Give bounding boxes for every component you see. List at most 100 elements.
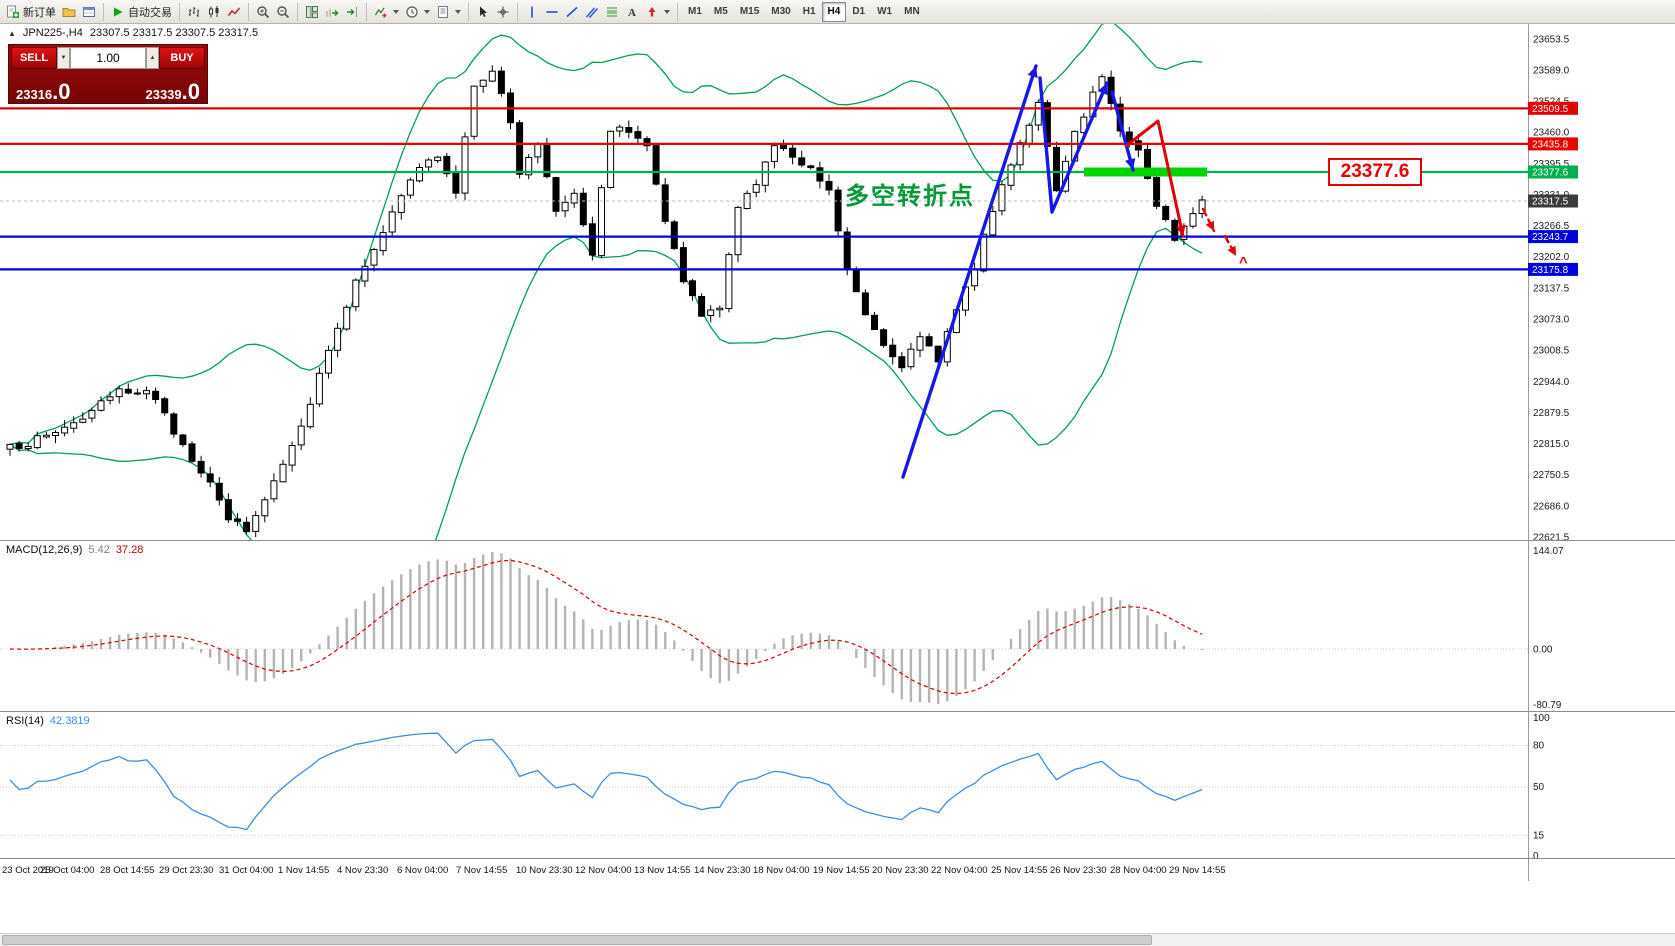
timeframe-m1-button[interactable]: M1	[682, 2, 708, 22]
timeframe-w1-button-label: W1	[877, 6, 893, 17]
timeframe-h1-button[interactable]: H1	[797, 2, 822, 22]
time-axis-label: 25 Nov 14:55	[991, 865, 1048, 876]
cursor-icon	[476, 5, 490, 19]
svg-text:144.07: 144.07	[1533, 546, 1564, 557]
svg-text:A: A	[628, 7, 636, 19]
svg-text:23460.0: 23460.0	[1533, 128, 1570, 139]
time-axis-label: 18 Nov 04:00	[753, 865, 810, 876]
red-arrow-2[interactable]	[1201, 207, 1216, 233]
cand​lestick-chart-button[interactable]	[204, 2, 224, 22]
time-axis-label: 28 Oct 14:55	[100, 865, 155, 876]
blue-trend-arrow-2[interactable]	[1038, 76, 1109, 214]
indicators-button[interactable]	[371, 2, 402, 22]
time-axis-label: 31 Oct 04:00	[219, 865, 274, 876]
vertical-line-icon	[525, 5, 539, 19]
svg-text:22815.0: 22815.0	[1533, 439, 1570, 450]
data-window-icon	[82, 5, 96, 19]
bar-chart-button[interactable]	[184, 2, 204, 22]
macd-indicator-pane[interactable]: 144.07 0.00 -80.79	[0, 540, 1675, 711]
buy-button[interactable]: BUY	[159, 47, 205, 69]
buy-price-fraction: .0	[181, 79, 200, 104]
time-axis-label: 1 Nov 14:55	[278, 865, 330, 876]
horizontal-line-button[interactable]	[542, 2, 562, 22]
macd-signal-line	[9, 559, 1203, 695]
chart-shift-button[interactable]	[342, 2, 362, 22]
tile-windows-button[interactable]	[302, 2, 322, 22]
volume-decrease-button[interactable]: ▼	[57, 47, 70, 69]
svg-text:-80.79: -80.79	[1533, 700, 1562, 711]
timeframe-m30-button-label: M30	[771, 6, 791, 17]
channel-button[interactable]	[582, 2, 602, 22]
line-chart-button[interactable]	[224, 2, 244, 22]
svg-text:100: 100	[1533, 713, 1550, 724]
macd-pane-label: MACD(12,26,9) 5.42 37.28	[6, 544, 143, 556]
timeframe-mn-button[interactable]: MN	[898, 2, 926, 22]
vertical-line-button[interactable]	[522, 2, 542, 22]
triangle-up-icon: ▲	[149, 55, 156, 61]
timeframe-d1-button[interactable]: D1	[846, 2, 871, 22]
autotrading-button[interactable]: 自动交易	[108, 2, 175, 22]
crosshair-button[interactable]	[493, 2, 513, 22]
price-callout-box[interactable]: 23377.6	[1328, 158, 1422, 186]
time-axis[interactable]: 23 Oct 2019 25 Oct 04:00 28 Oct 14:55 29 Oc…	[0, 858, 1675, 881]
buy-price-main: 23339	[145, 87, 182, 102]
arrows-button[interactable]	[642, 2, 673, 22]
red-arrow-3[interactable]	[1223, 234, 1238, 258]
timeframe-m30-button[interactable]: M30	[765, 2, 796, 22]
timeframe-d1-button-label: D1	[852, 6, 866, 17]
scrollbar-thumb[interactable]	[2, 935, 1152, 945]
text-label-button[interactable]: A	[622, 2, 642, 22]
periods-button[interactable]	[402, 2, 433, 22]
crosshair-icon	[496, 5, 510, 19]
data-window-button[interactable]	[79, 2, 99, 22]
macd-axis-labels: 144.07 0.00 -80.79	[1533, 546, 1564, 711]
time-axis-label: 12 Nov 04:00	[575, 865, 632, 876]
sell-button[interactable]: SELL	[11, 47, 57, 69]
one-click-trading-panel: SELL ▼ ▲ BUY 23316.0 23339.0	[8, 44, 208, 104]
time-axis-label: 25 Oct 04:00	[40, 865, 95, 876]
horizontal-scrollbar[interactable]	[0, 933, 1675, 946]
svg-text:15: 15	[1533, 830, 1545, 841]
volume-increase-button[interactable]: ▲	[146, 47, 159, 69]
rsi-indicator-pane[interactable]: 100 80 50 15 0	[0, 711, 1675, 858]
timeframe-h4-button[interactable]: H4	[821, 1, 847, 22]
blue-trend-arrow-1[interactable]	[901, 64, 1038, 479]
fibonacci-button[interactable]	[602, 2, 622, 22]
trendline-button[interactable]	[562, 2, 582, 22]
svg-text:23395.5: 23395.5	[1533, 159, 1570, 170]
timeframe-w1-button[interactable]: W1	[871, 2, 898, 22]
svg-text:23243.7: 23243.7	[1532, 232, 1569, 243]
blue-trend-arrow-3[interactable]	[1110, 90, 1136, 172]
templates-button[interactable]	[433, 2, 464, 22]
support-zone-segment[interactable]	[1084, 167, 1207, 177]
price-marker-badge: 23175.8	[1528, 262, 1578, 276]
profiles-button[interactable]	[59, 2, 79, 22]
macd-histogram	[17, 552, 1204, 704]
red-arrow-1[interactable]	[1124, 119, 1186, 238]
rsi-title: RSI(14)	[6, 715, 44, 727]
timeframe-m15-button[interactable]: M15	[734, 2, 765, 22]
trendline-icon	[565, 5, 579, 19]
zoom-in-button[interactable]	[253, 2, 273, 22]
turning-point-annotation[interactable]: 多空转折点	[845, 183, 975, 210]
collapse-trade-panel-icon[interactable]: ▲	[8, 28, 16, 38]
volume-input[interactable]	[70, 47, 146, 69]
auto-scroll-button[interactable]	[322, 2, 342, 22]
sell-price: 23316.0	[16, 81, 71, 103]
tile-windows-icon	[305, 5, 319, 19]
timeframe-h4-button-label: H4	[827, 6, 841, 17]
dropdown-caret-icon	[424, 9, 430, 14]
time-axis-label: 29 Oct 23:30	[159, 865, 214, 876]
zoom-out-button[interactable]	[273, 2, 293, 22]
time-axis-label: 4 Nov 23:30	[337, 865, 389, 876]
main-price-chart[interactable]: ^23653.523589.023524.523460.023395.52333…	[0, 24, 1675, 540]
fibonacci-icon	[605, 5, 619, 19]
new-order-button[interactable]: 新订单	[3, 2, 59, 22]
autotrading-play-icon	[111, 5, 125, 19]
time-axis-label: 23 Oct 2019	[2, 865, 54, 876]
symbol-ohlc: 23307.5 23317.5 23307.5 23317.5	[89, 27, 259, 39]
cursor-button[interactable]	[473, 2, 493, 22]
timeframe-h1-button-label: H1	[802, 6, 816, 17]
zoom-out-icon	[276, 5, 290, 19]
timeframe-m5-button[interactable]: M5	[708, 2, 734, 22]
